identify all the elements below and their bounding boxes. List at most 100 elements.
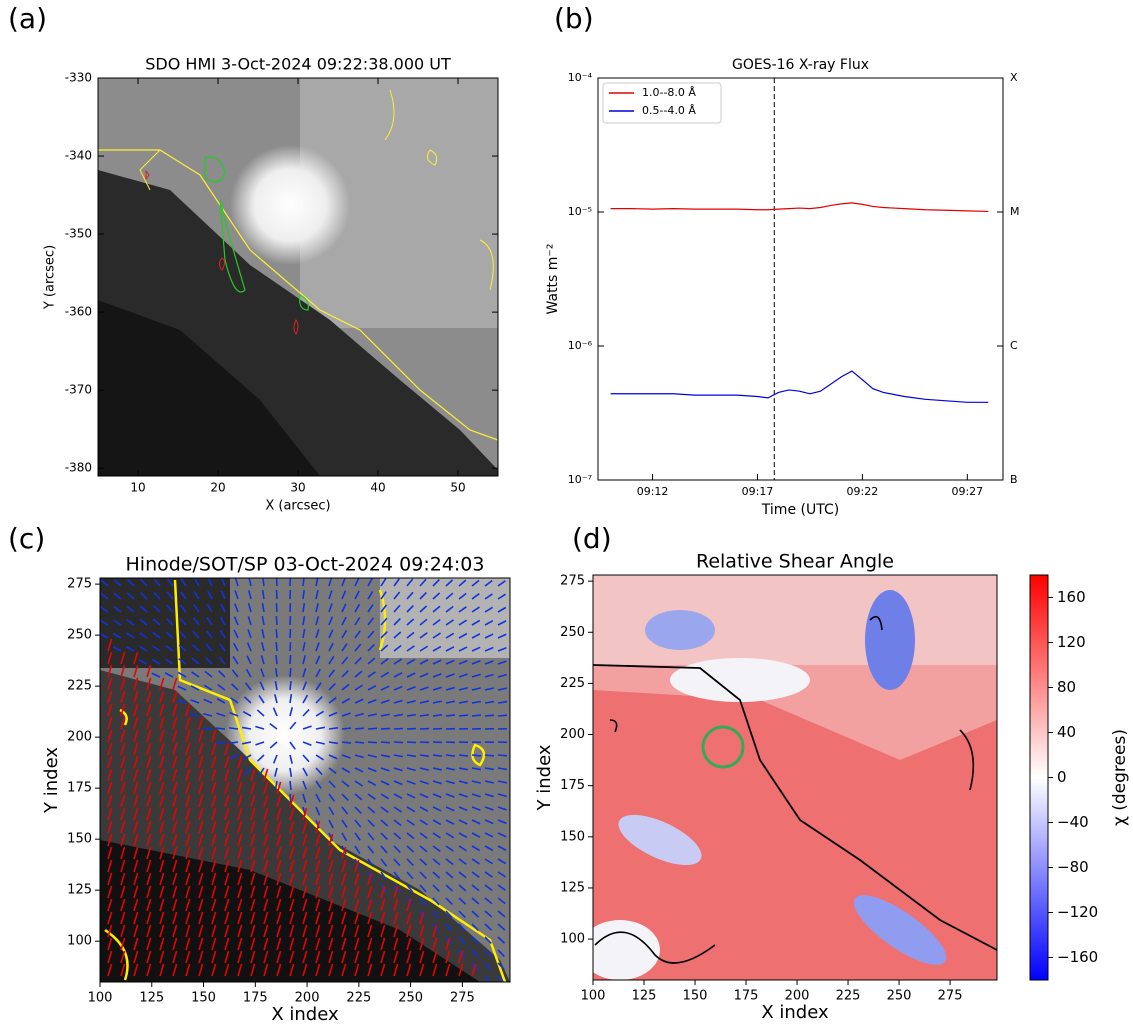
vector-arrow (341, 924, 347, 938)
vector-arrow (211, 768, 217, 782)
vector-arrow (380, 671, 390, 678)
vector-arrow (276, 911, 282, 925)
vector-arrow (127, 579, 135, 587)
vector-arrow (151, 658, 161, 665)
vector-arrow (146, 703, 152, 717)
vector-arrow (484, 646, 494, 652)
vector-arrow (250, 872, 256, 886)
vector-arrow (289, 667, 292, 678)
vector-arrow (289, 721, 297, 730)
vector-arrow (406, 924, 412, 938)
vector-arrow (231, 669, 239, 678)
vector-arrow (458, 832, 468, 839)
vector-arrow (380, 631, 388, 639)
colorbar-label: χ (degrees) (1110, 729, 1130, 826)
vector-arrow (458, 686, 468, 691)
vector-arrow (172, 690, 178, 704)
legend-label: 0.5--4.0 Å (642, 104, 696, 117)
vector-arrow (159, 820, 165, 834)
vector-arrow (250, 859, 256, 873)
vector-arrow (458, 884, 467, 892)
vector-arrow (432, 884, 440, 892)
vector-arrow (432, 924, 438, 938)
vector-arrow (497, 606, 507, 613)
vector-arrow (152, 645, 161, 652)
vector-arrow (185, 794, 191, 808)
vector-arrow (432, 819, 442, 826)
vector-arrow (276, 846, 282, 860)
vector-arrow (276, 859, 282, 873)
vector-arrow (315, 806, 321, 816)
colorbar-tick-label: 40 (1057, 723, 1076, 741)
vector-arrow (289, 950, 295, 964)
vector-arrow (166, 604, 174, 613)
vector-arrow (120, 677, 126, 691)
vector-arrow (172, 716, 178, 730)
vector-arrow (262, 578, 265, 587)
vector-arrow (380, 898, 386, 912)
vector-arrow (242, 754, 252, 761)
chart-title: SDO HMI 3-Oct-2024 09:22:38.000 UT (145, 55, 451, 74)
vector-arrow (367, 937, 373, 951)
vector-arrow (159, 677, 165, 691)
vector-arrow (315, 710, 325, 717)
vector-arrow (159, 872, 165, 886)
vector-arrow (172, 833, 178, 847)
vector-arrow (380, 950, 386, 964)
vector-arrow (146, 859, 152, 873)
vector-arrow (289, 833, 295, 847)
x-axis-label: X index (761, 1002, 829, 1023)
vector-arrow (302, 859, 308, 873)
vector-arrow (445, 579, 454, 587)
vector-arrow (354, 630, 361, 639)
vector-arrow (120, 651, 126, 665)
vector-arrow (211, 963, 217, 977)
vector-arrow (484, 936, 492, 944)
vector-arrow (138, 645, 148, 652)
vector-arrow (315, 885, 321, 899)
vector-arrow (419, 911, 425, 925)
vector-arrow (497, 593, 507, 600)
vector-arrow (217, 683, 226, 691)
vector-arrow (185, 963, 191, 977)
vector-arrow (198, 716, 204, 730)
vector-arrow (315, 872, 321, 886)
x-tick-label: 225 (346, 991, 371, 1006)
vector-arrow (302, 708, 310, 717)
vector-arrow (245, 668, 252, 678)
vector-arrow (206, 603, 213, 613)
y-tick-label: 275 (67, 577, 92, 592)
vector-arrow (193, 578, 200, 587)
vector-arrow (497, 660, 507, 665)
vector-arrow (289, 793, 292, 804)
vector-arrow (302, 754, 310, 763)
vector-arrow (484, 700, 495, 704)
vector-arrow (471, 884, 480, 892)
vector-arrow (172, 872, 178, 886)
vector-arrow (315, 924, 321, 938)
vector-arrow (302, 846, 308, 860)
vector-arrow (198, 924, 204, 938)
y-axis-label: Watts m⁻² (545, 244, 561, 315)
vector-arrow (341, 937, 347, 951)
vector-arrow (367, 630, 375, 639)
vector-arrow (276, 872, 282, 886)
vector-arrow (133, 781, 139, 795)
panel-label: (d) (572, 522, 612, 555)
vector-arrow (237, 820, 243, 834)
vector-arrow (204, 657, 213, 665)
vector-arrow (107, 950, 113, 964)
vector-arrow (445, 845, 454, 852)
vector-arrow (367, 885, 373, 899)
colorbar-tick-label: −80 (1057, 858, 1089, 876)
vector-arrow (393, 858, 401, 867)
vector-arrow (445, 858, 454, 866)
vector-arrow (458, 780, 468, 785)
vector-arrow (233, 629, 239, 639)
vector-arrow (219, 616, 226, 626)
vector-arrow (242, 741, 252, 745)
vector-arrow (276, 833, 282, 847)
vector-arrow (120, 872, 126, 886)
vector-arrow (445, 910, 453, 919)
vector-arrow (107, 963, 113, 977)
